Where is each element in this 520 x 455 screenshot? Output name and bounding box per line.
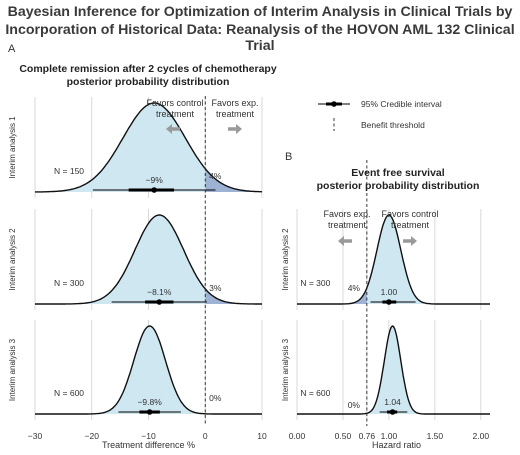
estimate-point-0-1: [156, 299, 163, 305]
n-label-1-0: N = 300: [300, 278, 330, 288]
tail-area-0-0: [205, 168, 262, 192]
row-label-0-2: Interim analysis 3: [8, 338, 17, 401]
row-label-0-0: Interim analysis 1: [8, 116, 17, 179]
panel-b-title-line-2: posterior probability distribution: [317, 180, 480, 192]
panel-b-letter: B: [285, 151, 292, 163]
arrow-right-icon: [228, 124, 242, 134]
estimate-label-0-0: −9%: [146, 175, 164, 185]
figure-title-line-1: Bayesian Inference for Optimization of I…: [7, 4, 513, 20]
estimate-point-1-0: [386, 299, 392, 305]
tick-label-1-0: 0.00: [289, 431, 306, 441]
row-label-1-0: Interim analysis 2: [281, 228, 290, 291]
n-label-0-0: N = 150: [54, 166, 84, 176]
tail-area-1-0: [297, 287, 367, 304]
density-curve-1-0: [297, 214, 490, 305]
legend-threshold-label: Benefit threshold: [361, 120, 425, 130]
panel-a-favors-right-2: treatment: [216, 109, 255, 119]
tick-label-0-2: −10: [141, 431, 156, 441]
tick-label-0-3: 0: [203, 431, 208, 441]
arrow-left-icon: [338, 236, 352, 246]
tick-label-0-0: −30: [28, 431, 43, 441]
panel-b-title-line-1: Event free survival: [351, 167, 444, 179]
tick-label-1-2: 0.76: [359, 431, 376, 441]
legend-ci-label: 95% Credible interval: [361, 99, 442, 109]
figure-title-line-2: Incorporation of Historical Data: Reanal…: [5, 22, 515, 54]
row-label-1-1: Interim analysis 3: [281, 338, 290, 401]
tail-label-0-2: 0%: [209, 393, 222, 403]
tick-label-0-4: 10: [257, 431, 267, 441]
tick-label-0-1: −20: [85, 431, 100, 441]
n-label-1-1: N = 600: [300, 388, 330, 398]
density-fill-1-1: [297, 326, 490, 414]
x-axis-label-0: Treatment difference %: [102, 440, 195, 450]
panel-b-favors-right-1: Favors control: [381, 209, 438, 219]
panel-b-favors-right-2: treatment: [391, 220, 430, 230]
panel-b-favors-left-1: Favors exp.: [323, 209, 370, 219]
panel-1-plot: 1.00 4% N = 300 Interim analysis 2 1.04 0% N =…: [281, 160, 490, 450]
estimate-point-1-1: [389, 409, 396, 415]
panel-a-letter: A: [8, 43, 16, 55]
estimate-label-1-1: 1.04: [384, 397, 401, 407]
n-label-0-2: N = 600: [54, 388, 84, 398]
n-label-0-1: N = 300: [54, 278, 84, 288]
estimate-label-1-0: 1.00: [381, 287, 398, 297]
panel-a-title-line-1: Complete remission after 2 cycles of che…: [19, 63, 277, 75]
arrow-left-icon: [166, 124, 180, 134]
density-curve-0-2: [35, 325, 262, 415]
row-label-0-1: Interim analysis 2: [8, 228, 17, 291]
panel-0-plot: −9% 4% N = 150 Interim analysis 1 −8.1% 3% N =…: [8, 96, 267, 450]
panel-a-title-line-2: posterior probability distribution: [67, 76, 230, 88]
panel-a-favors-left-2: treatment: [156, 109, 195, 119]
density-fill-0-1: [35, 215, 262, 304]
estimate-point-0-2: [146, 409, 153, 415]
estimate-point-0-0: [151, 187, 157, 193]
tick-label-1-1: 0.50: [335, 431, 352, 441]
estimate-label-0-2: −9.8%: [137, 397, 162, 407]
density-curve-1-1: [297, 325, 490, 415]
density-fill-0-2: [35, 326, 262, 414]
density-curve-0-0: [35, 102, 263, 193]
x-axis-label-1: Hazard ratio: [372, 440, 421, 450]
tail-label-0-0: 4%: [209, 171, 222, 181]
panel-a-favors-right-1: Favors exp.: [211, 98, 258, 108]
density-fill-1-0: [297, 215, 490, 304]
tick-label-1-3: 1.00: [381, 431, 398, 441]
tail-label-0-1: 3%: [209, 283, 222, 293]
tick-label-1-4: 1.50: [427, 431, 444, 441]
density-curve-0-1: [35, 214, 262, 305]
tick-label-1-5: 2.00: [473, 431, 490, 441]
tail-label-1-0: 4%: [348, 283, 361, 293]
panel-a-favors-left-1: Favors control: [146, 98, 203, 108]
legend-ci-point: [331, 101, 337, 107]
estimate-label-0-1: −8.1%: [147, 287, 172, 297]
arrow-right-icon: [403, 236, 417, 246]
panel-b-favors-left-2: treatment: [328, 220, 367, 230]
tail-label-1-1: 0%: [348, 400, 361, 410]
